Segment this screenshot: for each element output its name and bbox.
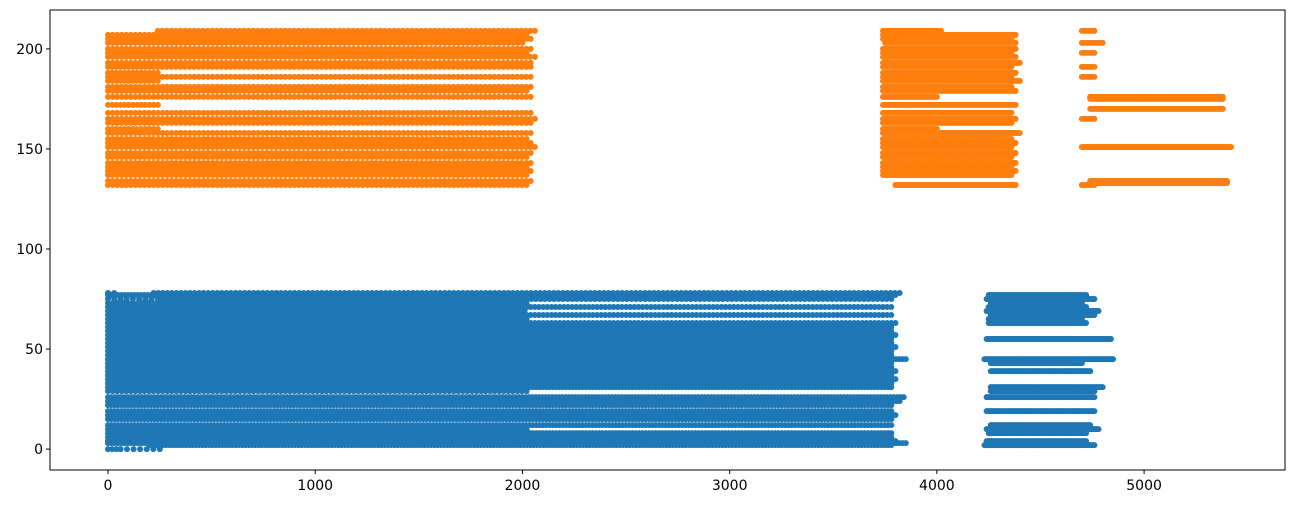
data-points [105, 27, 1235, 453]
data-point [1078, 360, 1085, 367]
data-point [1110, 356, 1116, 363]
data-point [888, 312, 895, 318]
series-0 [105, 290, 1116, 453]
data-point [1091, 312, 1098, 318]
data-point [1083, 320, 1090, 326]
data-point [888, 304, 895, 310]
data-point [888, 296, 895, 302]
data-point [1091, 296, 1098, 302]
data-point [902, 356, 909, 363]
data-point [892, 292, 899, 298]
data-point [1107, 336, 1114, 342]
